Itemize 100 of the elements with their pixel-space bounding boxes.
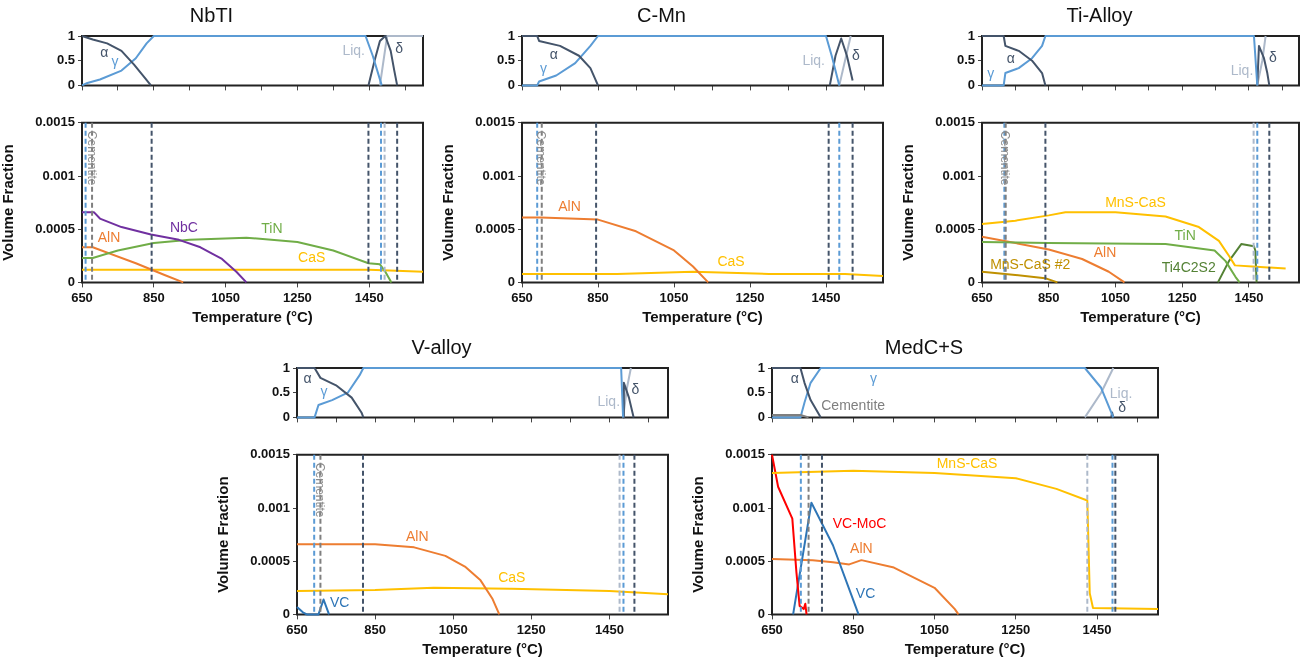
y-tick-label: 0	[967, 273, 975, 289]
x-tick-label: 1450	[354, 289, 384, 305]
series-label: Liq.	[342, 41, 365, 58]
y-tick-label: 0	[67, 76, 75, 92]
y-tick-label: 1	[967, 27, 975, 43]
series-label: MnS-CaS	[936, 454, 998, 471]
x-tick-label: 850	[364, 621, 386, 637]
series-label: AlN	[97, 229, 121, 246]
x-tick-label: 1250	[1001, 621, 1031, 637]
series-label: α	[100, 44, 109, 61]
y-axis-title: Volume Fraction	[0, 144, 17, 261]
y-tick-label: 0.001	[42, 167, 75, 183]
y-tick-label: 0.001	[732, 499, 765, 515]
y-tick-label: 0.0015	[475, 114, 515, 130]
x-tick-label: 1250	[735, 289, 765, 305]
y-tick-label: 0.0005	[35, 220, 75, 236]
x-tick-label: 1050	[920, 621, 949, 637]
chart-title: C-Mn	[637, 3, 686, 26]
y-tick-label: 0.0015	[35, 114, 75, 130]
y-tick-label: 1	[757, 359, 765, 375]
y-tick-label: 0.0005	[935, 220, 975, 236]
y-tick-label: 0.5	[956, 52, 975, 68]
y-tick-label: 0	[67, 273, 75, 289]
series-label: α	[1006, 49, 1015, 66]
x-axis-title: Temperature (°C)	[904, 640, 1026, 658]
x-axis-title: Temperature (°C)	[1080, 308, 1201, 326]
y-tick-label: 0.001	[482, 167, 515, 183]
series-label: AlN	[850, 540, 873, 556]
series-label: δ	[1268, 49, 1277, 66]
y-axis-title: Volume Fraction	[439, 144, 457, 261]
series-label: α	[303, 369, 312, 386]
x-tick-label: 650	[971, 289, 993, 305]
x-tick-label: 850	[842, 621, 865, 637]
y-axis-title: Volume Fraction	[689, 476, 707, 593]
series-label: VC	[855, 584, 876, 601]
x-tick-label: 1450	[594, 621, 624, 637]
x-tick-label: 850	[142, 289, 165, 305]
y-tick-label: 0.5	[271, 384, 290, 400]
series-label: γ	[987, 65, 995, 82]
series-label: AlN	[558, 198, 581, 215]
y-tick-label: 0	[967, 76, 975, 92]
series-label: TiN	[261, 219, 283, 236]
y-axis-title: Volume Fraction	[214, 476, 232, 593]
series-label: MnS-CaS #2	[990, 256, 1071, 273]
y-tick-label: 0	[282, 408, 290, 424]
y-tick-label: 0.001	[257, 499, 290, 515]
x-tick-label: 1050	[659, 289, 689, 305]
x-tick-label: 650	[761, 621, 783, 637]
series-label: γ	[539, 59, 547, 76]
series-label: α	[549, 46, 558, 63]
x-tick-label: 1250	[516, 621, 546, 637]
x-tick-label: 650	[511, 289, 533, 305]
series-label: AlN	[1093, 244, 1117, 261]
x-tick-label: 1250	[282, 289, 312, 305]
series-label: VC	[329, 594, 350, 611]
y-tick-label: 0.0015	[725, 446, 765, 462]
y-tick-label: 0.5	[496, 52, 515, 68]
chart-title: MedC+S	[884, 335, 964, 358]
chart-title: Ti-Alloy	[1066, 3, 1133, 26]
y-tick-label: 0.0015	[935, 114, 975, 130]
y-tick-label: 0.0015	[250, 446, 290, 462]
ref-line-label: Cementite	[84, 130, 99, 186]
y-tick-label: 0	[507, 273, 515, 289]
text: VC-MoC	[832, 514, 887, 531]
x-tick-label: 850	[587, 289, 609, 305]
x-axis-title: Temperature (°C)	[192, 308, 313, 326]
chart-title: NbTI	[189, 3, 234, 26]
ref-line-label: Cementite	[998, 130, 1013, 186]
series-label: NbC	[169, 219, 198, 236]
series-label: Liq.	[1230, 62, 1254, 79]
y-tick-label: 0	[282, 605, 290, 621]
series-label: CaS	[498, 568, 526, 585]
y-tick-label: 0.0005	[250, 552, 290, 568]
series-label: CaS	[298, 249, 326, 266]
chart-title: V-alloy	[411, 335, 472, 358]
y-tick-label: 1	[282, 359, 290, 375]
series-label: γ	[111, 53, 119, 70]
y-axis-title: Volume Fraction	[899, 144, 917, 261]
series-label: δ	[395, 40, 404, 57]
x-tick-label: 1050	[438, 621, 468, 637]
x-tick-label: 850	[1037, 289, 1060, 305]
y-tick-label: 0.0005	[725, 552, 765, 568]
x-tick-label: 1450	[1234, 289, 1264, 305]
series-label: γ	[320, 382, 328, 399]
series-label: γ	[870, 369, 878, 386]
x-tick-label: 1250	[1167, 289, 1197, 305]
series-label: CaS	[717, 252, 745, 269]
x-tick-label: 1050	[211, 289, 241, 305]
series-label: Cementite	[821, 397, 886, 414]
x-tick-label: 650	[286, 621, 308, 637]
ref-line-label: Cementite	[534, 130, 549, 186]
y-tick-label: 0	[757, 605, 765, 621]
y-tick-label: 0.5	[746, 384, 765, 400]
x-axis-title: Temperature (°C)	[642, 308, 763, 326]
series-label: Liq.	[1109, 385, 1133, 402]
y-tick-label: 1	[507, 27, 515, 43]
x-tick-label: 1450	[1082, 621, 1112, 637]
x-axis-title: Temperature (°C)	[422, 640, 543, 658]
y-tick-label: 0	[507, 76, 515, 92]
series-label: AlN	[406, 528, 429, 545]
